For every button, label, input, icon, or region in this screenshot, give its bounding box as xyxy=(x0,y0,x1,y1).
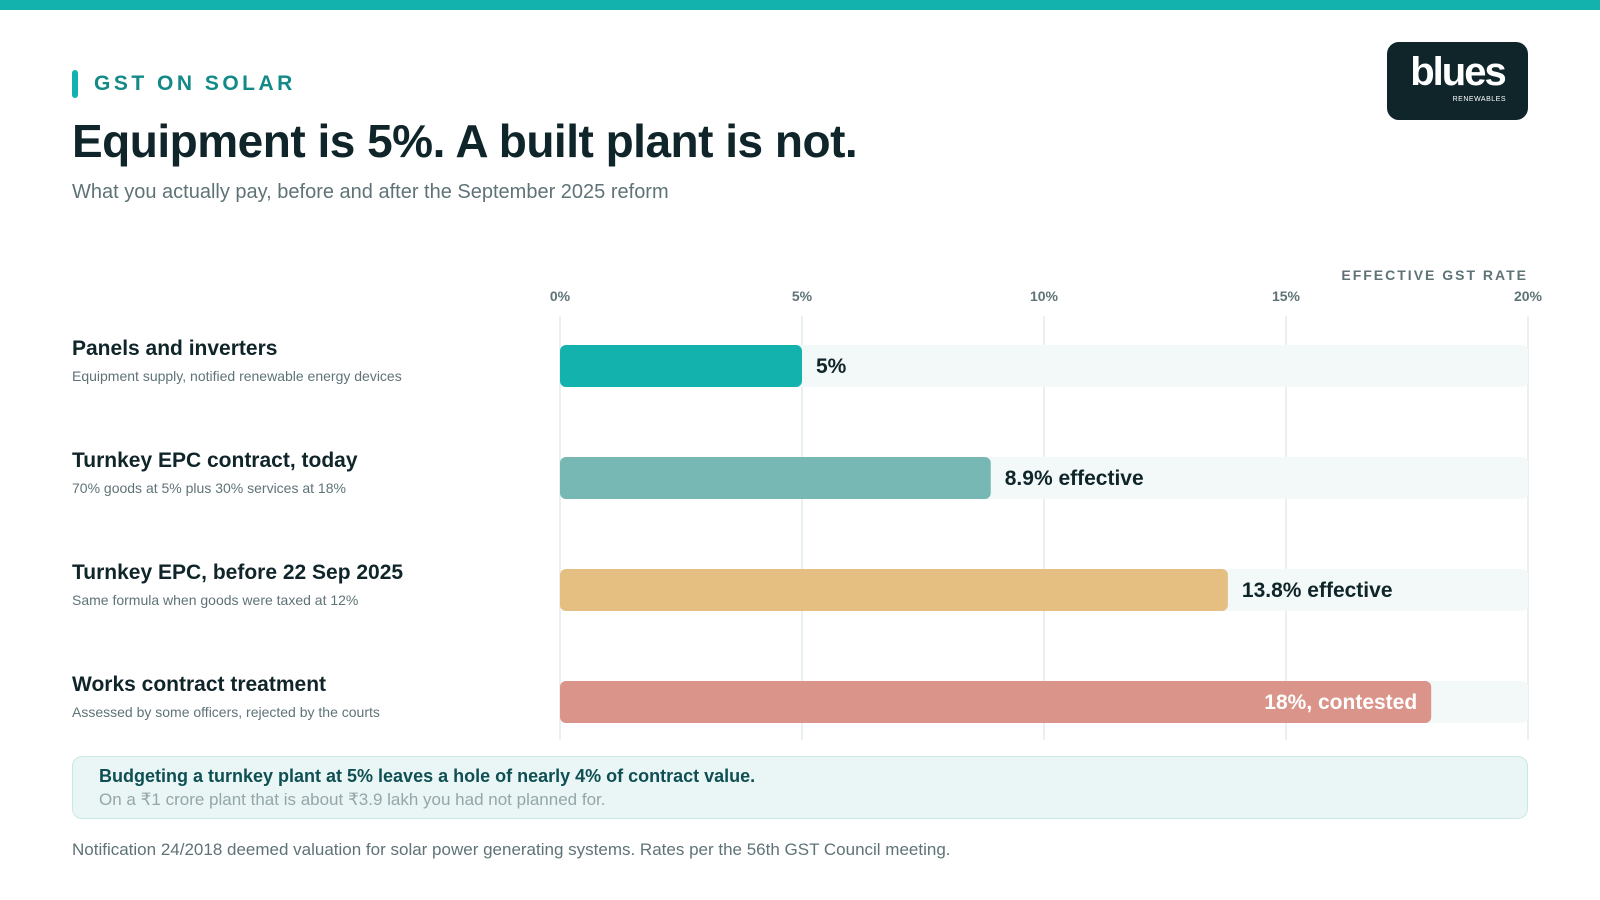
x-tick-label: 0% xyxy=(550,288,571,304)
x-tick-label: 5% xyxy=(792,288,813,304)
eyebrow-accent-bar xyxy=(72,70,78,98)
x-tick-label: 15% xyxy=(1272,288,1301,304)
top-accent-strip xyxy=(0,0,1600,10)
bar xyxy=(560,457,991,499)
row-title: Turnkey EPC, before 22 Sep 2025 xyxy=(72,561,404,584)
bar-value-label: 8.9% effective xyxy=(1005,467,1144,490)
x-tick-label: 10% xyxy=(1030,288,1059,304)
bar xyxy=(560,681,1432,723)
eyebrow: GST ON SOLAR xyxy=(72,70,296,98)
row-subtitle: Assessed by some officers, rejected by t… xyxy=(72,704,380,720)
bar-value-label: 13.8% effective xyxy=(1242,579,1393,602)
page-title: Equipment is 5%. A built plant is not. xyxy=(72,115,858,167)
bar-value-label: 5% xyxy=(816,355,847,378)
row-label: Turnkey EPC contract, today 70% goods at … xyxy=(72,449,358,496)
gst-rate-bar-chart: 0% 5% 10% 15% 20% 5% 8.9% effective 13.8% effec… xyxy=(550,288,1543,740)
row-title: Panels and inverters xyxy=(72,337,278,360)
callout-box: Budgeting a turnkey plant at 5% leaves a… xyxy=(72,756,1528,819)
row-subtitle: Equipment supply, notified renewable ene… xyxy=(72,368,402,384)
source-footnote: Notification 24/2018 deemed valuation fo… xyxy=(72,840,951,859)
row-title: Turnkey EPC contract, today xyxy=(72,449,358,472)
row-subtitle: Same formula when goods were taxed at 12… xyxy=(72,592,359,608)
page-subtitle: What you actually pay, before and after … xyxy=(72,181,669,203)
row-title: Works contract treatment xyxy=(72,673,327,696)
row-label: Turnkey EPC, before 22 Sep 2025 Same form… xyxy=(72,561,403,608)
eyebrow-text: GST ON SOLAR xyxy=(94,72,296,95)
bar xyxy=(560,569,1228,611)
brand-logo: blues RENEWABLES xyxy=(1387,42,1528,120)
callout-sub-text: On a ₹1 crore plant that is about ₹3.9 l… xyxy=(99,790,606,809)
bar xyxy=(560,345,802,387)
row-label: Panels and inverters Equipment supply, no… xyxy=(72,337,402,384)
x-axis-title: EFFECTIVE GST RATE xyxy=(1341,267,1528,283)
row-subtitle: 70% goods at 5% plus 30% services at 18% xyxy=(72,480,346,496)
bar-value-label: 18%, contested xyxy=(1264,691,1417,714)
callout-main-text: Budgeting a turnkey plant at 5% leaves a… xyxy=(99,766,756,786)
x-tick-label: 20% xyxy=(1514,288,1543,304)
row-label: Works contract treatment Assessed by some… xyxy=(72,673,380,720)
logo-tagline: RENEWABLES xyxy=(1452,96,1506,103)
logo-wordmark: blues xyxy=(1410,50,1506,94)
